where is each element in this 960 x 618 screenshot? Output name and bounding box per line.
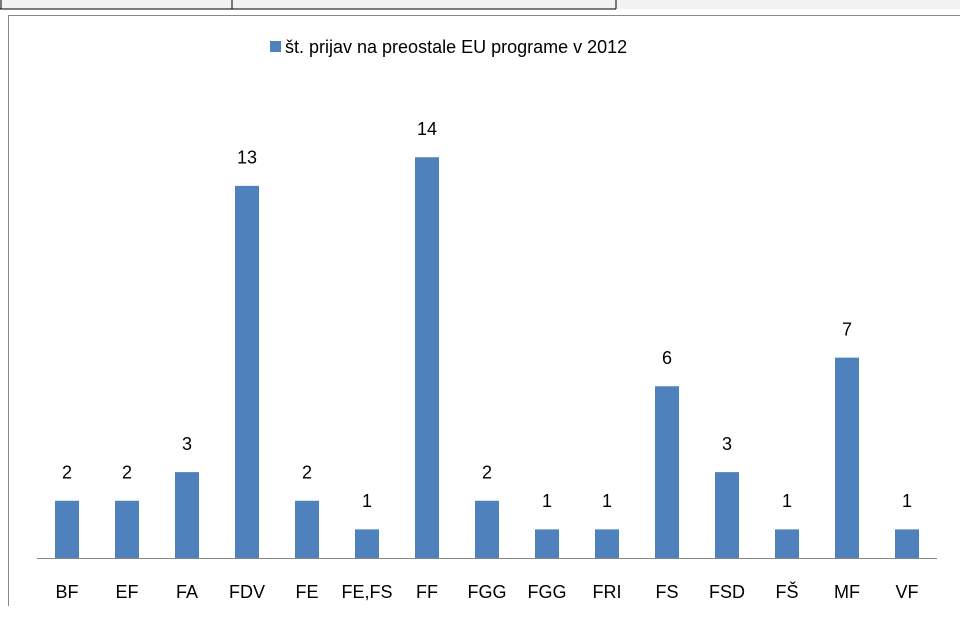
- data-label: 1: [902, 491, 912, 511]
- data-label: 2: [122, 463, 132, 483]
- x-tick-label: FS: [655, 582, 678, 602]
- bar: [775, 529, 799, 558]
- x-tick-label: MF: [834, 582, 860, 602]
- x-tick-label: FRI: [593, 582, 622, 602]
- data-label: 2: [302, 463, 312, 483]
- bar: [55, 500, 79, 558]
- bar: [715, 472, 739, 558]
- data-label: 14: [417, 119, 437, 139]
- table-strip: [0, 0, 960, 9]
- data-label: 2: [482, 463, 492, 483]
- x-tick-label: BF: [55, 582, 78, 602]
- data-label: 1: [362, 491, 372, 511]
- bar: [535, 529, 559, 558]
- x-tick-label: FE: [295, 582, 318, 602]
- x-tick-label: FF: [416, 582, 438, 602]
- bar: [295, 500, 319, 558]
- x-tick-label: EF: [115, 582, 138, 602]
- x-tick-label: FSD: [709, 582, 745, 602]
- bar: [595, 529, 619, 558]
- data-label: 2: [62, 463, 72, 483]
- bar: [115, 500, 139, 558]
- data-label: 1: [782, 491, 792, 511]
- data-label: 3: [182, 434, 192, 454]
- x-tick-label: FGG: [528, 582, 567, 602]
- data-label: 13: [237, 148, 257, 168]
- x-tick-label: FGG: [468, 582, 507, 602]
- bar: [475, 500, 499, 558]
- data-label: 3: [722, 434, 732, 454]
- legend-label: št. prijav na preostale EU programe v 20…: [285, 37, 627, 57]
- x-tick-label: VF: [895, 582, 918, 602]
- data-label: 1: [542, 491, 552, 511]
- bar: [175, 472, 199, 558]
- data-label: 7: [842, 319, 852, 339]
- bar: [235, 185, 259, 558]
- bar: [355, 529, 379, 558]
- x-tick-label: FDV: [229, 582, 265, 602]
- bar: [655, 386, 679, 558]
- bar: [895, 529, 919, 558]
- x-tick-label: FŠ: [775, 581, 798, 602]
- data-label: 6: [662, 348, 672, 368]
- x-tick-label: FA: [176, 582, 198, 602]
- x-tick-label: FE,FS: [341, 582, 392, 602]
- bar: [835, 357, 859, 558]
- data-label: 1: [602, 491, 612, 511]
- bar: [415, 157, 439, 558]
- legend-swatch: [270, 41, 281, 52]
